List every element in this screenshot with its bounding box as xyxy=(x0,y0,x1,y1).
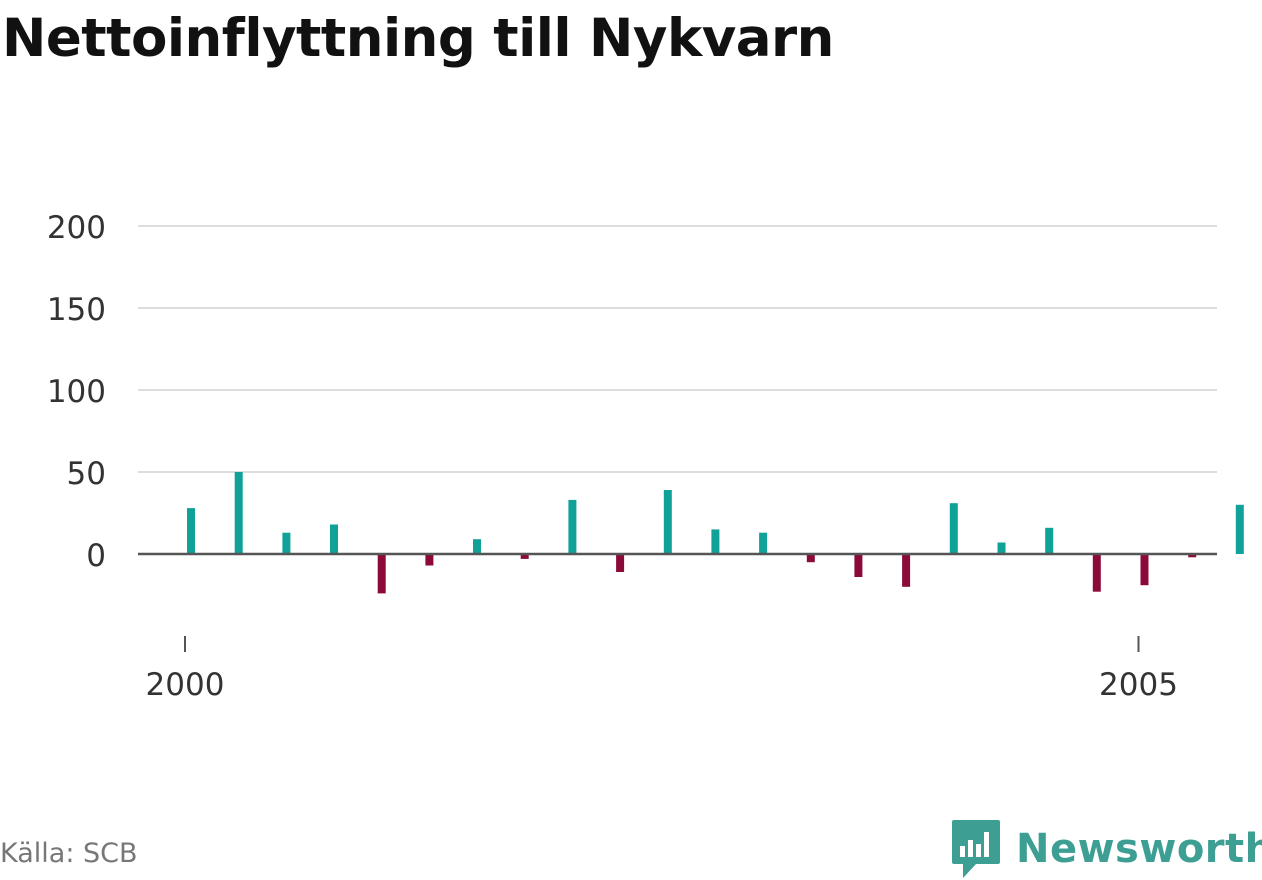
bar xyxy=(711,529,720,554)
brand-name: Newsworthy xyxy=(1016,826,1262,872)
x-tick-label-2000: 2000 xyxy=(146,667,225,703)
bar xyxy=(997,542,1006,554)
bar xyxy=(759,532,768,554)
bar xyxy=(187,508,195,554)
bar xyxy=(520,554,529,559)
bar xyxy=(234,472,243,554)
bar xyxy=(473,539,481,554)
y-tick-label-200: 200 xyxy=(47,210,106,246)
bar xyxy=(949,503,958,554)
bar xyxy=(1188,554,1197,558)
x-tick-label-2005: 2005 xyxy=(1099,667,1178,703)
bar xyxy=(806,554,815,563)
bar xyxy=(663,490,672,554)
y-tick-label-100: 100 xyxy=(47,374,106,410)
y-tick-label-50: 50 xyxy=(67,456,106,492)
source-label: Källa: SCB xyxy=(0,838,138,869)
bar xyxy=(377,554,386,594)
bar xyxy=(902,554,911,587)
newsworthy-logo-icon xyxy=(952,820,1000,878)
bar xyxy=(568,499,577,554)
chart-title: Nettoinflyttning till Nykvarn xyxy=(2,8,834,69)
bar xyxy=(282,532,291,554)
bars xyxy=(187,472,1244,594)
y-tick-label-0: 0 xyxy=(86,538,106,574)
bar xyxy=(1235,504,1244,554)
x-axis: 200020052010201520202025 xyxy=(146,636,1178,703)
bar xyxy=(330,524,338,554)
y-tick-label-150: 150 xyxy=(47,292,106,328)
bar xyxy=(854,554,863,577)
bar xyxy=(616,554,625,572)
bar xyxy=(1092,554,1101,592)
y-axis: 0 50 100 150 200 xyxy=(47,210,106,574)
gridlines xyxy=(138,225,1217,473)
bar xyxy=(1140,554,1149,586)
bar xyxy=(1045,527,1054,554)
brand-logo: Newsworthy xyxy=(950,818,1262,880)
bar xyxy=(425,554,434,566)
